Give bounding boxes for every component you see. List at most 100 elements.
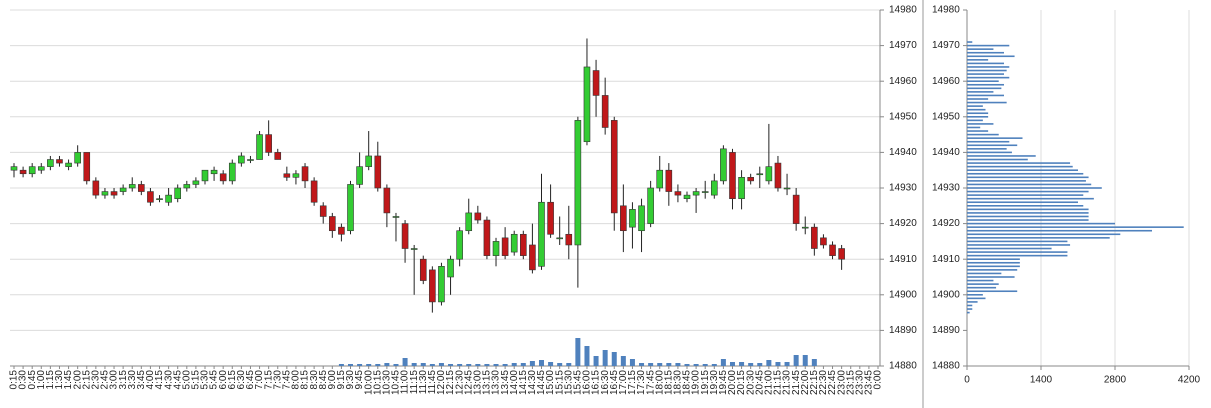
profile-bar — [967, 286, 997, 289]
x-tick-label: 1:15 — [45, 370, 56, 390]
volume-bar — [575, 338, 581, 366]
candle-body — [174, 187, 182, 199]
x-tick-label: 5:45 — [209, 370, 220, 390]
x-tick-label: 12:15 — [445, 370, 456, 395]
profile-bar — [967, 69, 1007, 72]
profile-bar — [967, 261, 1020, 264]
x-tick-label: 5:00 — [181, 370, 192, 390]
volume-bar — [620, 356, 626, 366]
candle-body — [183, 184, 191, 189]
candle-body — [201, 169, 209, 182]
x-tick-label: 13:30 — [491, 370, 502, 395]
x-tick-label: 12:45 — [463, 370, 474, 395]
profile-bar — [967, 180, 1086, 182]
volume-bar — [438, 363, 444, 366]
volume-bar — [684, 364, 690, 366]
x-tick-label: 0:30 — [18, 370, 29, 390]
candle-body — [556, 237, 563, 240]
y-tick-label: 14970 — [889, 40, 917, 51]
candle-body — [447, 258, 454, 278]
x-tick-label: 13:15 — [482, 370, 493, 395]
candle-body — [529, 244, 536, 271]
volume-bar — [384, 363, 390, 366]
x-tick-label: 15:15 — [554, 370, 565, 395]
candle-body — [501, 237, 509, 256]
x-tick-label: 0:15 — [9, 370, 20, 390]
x-tick-label: 21:45 — [791, 370, 802, 395]
profile-bar — [967, 290, 1018, 293]
y-tick-label: 14930 — [889, 183, 917, 194]
profile-bar — [967, 215, 1089, 218]
candle-body — [310, 180, 318, 203]
x-tick-label: 2:30 — [90, 370, 101, 390]
profile-bar — [967, 240, 1068, 243]
profile-bar — [967, 41, 973, 43]
candle-body — [765, 166, 773, 182]
volume-bar — [584, 346, 590, 366]
profile-bar — [967, 297, 986, 300]
x-tick-label: 14:00 — [509, 370, 520, 395]
x-tick-label: 2:45 — [100, 370, 111, 390]
y-tick-label: 14980 — [932, 5, 960, 16]
x-tick-label: 18:15 — [663, 370, 674, 395]
profile-bar — [967, 244, 1071, 246]
profile-bar — [967, 237, 1110, 239]
y-tick-label: 14910 — [932, 254, 960, 265]
volume-bar — [793, 355, 799, 366]
profile-bar — [967, 44, 1010, 47]
y-tick-label: 14940 — [889, 147, 917, 158]
candle-body — [265, 134, 272, 153]
candle-body — [19, 169, 27, 175]
candle-body — [147, 191, 154, 203]
profile-bar — [967, 158, 1028, 161]
candle-body — [783, 187, 791, 190]
x-tick-label: 22:15 — [809, 370, 820, 395]
volume-bar — [366, 364, 372, 366]
volume-bar — [557, 363, 563, 366]
profile-bar — [967, 130, 989, 132]
profile-bar — [967, 190, 1089, 193]
volume-bar — [693, 364, 699, 366]
candle-body — [829, 244, 836, 256]
volume-bar — [757, 363, 763, 366]
candle-body — [329, 216, 336, 232]
y-tick-label: 14900 — [889, 289, 917, 300]
profile-bar — [967, 123, 994, 125]
candle-body — [83, 152, 91, 182]
candle-body — [474, 212, 482, 221]
x-tick-label: 4:45 — [172, 370, 183, 390]
candle-body — [37, 166, 45, 171]
x-tick-label: 7:30 — [272, 370, 283, 390]
candle-body — [74, 152, 81, 164]
x-tick-label: 3:15 — [118, 370, 129, 390]
x-tick-label: 12:30 — [454, 370, 465, 395]
candle-body — [620, 205, 627, 232]
volume-bar — [739, 362, 745, 366]
candle-body — [10, 166, 18, 171]
volume-bar — [348, 364, 354, 366]
volume-bar — [429, 364, 435, 366]
profile-bar — [967, 73, 1004, 75]
y-tick-label: 14980 — [889, 5, 917, 16]
x-tick-label: 10:15 — [372, 370, 383, 395]
volume-bar — [529, 361, 535, 366]
volume-bar — [602, 350, 608, 366]
profile-bar — [967, 219, 1089, 221]
volume-bar — [711, 364, 717, 366]
x-tick-label: 20:15 — [736, 370, 747, 395]
x-tick-label: 0 — [964, 375, 970, 386]
candle-body — [720, 148, 727, 182]
profile-bar — [967, 208, 1089, 211]
profile-bar — [967, 212, 1089, 214]
volume-bar — [466, 364, 472, 366]
candle-body — [365, 155, 372, 167]
y-tick-label: 14880 — [889, 361, 917, 372]
x-tick-label: 20:45 — [754, 370, 765, 395]
candle-body — [538, 201, 545, 267]
profile-bar — [967, 222, 1115, 225]
volume-bar — [802, 355, 808, 366]
candle-body — [820, 237, 827, 246]
x-tick-label: 7:00 — [254, 370, 265, 390]
profile-bar — [967, 279, 994, 282]
volume-bar — [666, 363, 672, 366]
